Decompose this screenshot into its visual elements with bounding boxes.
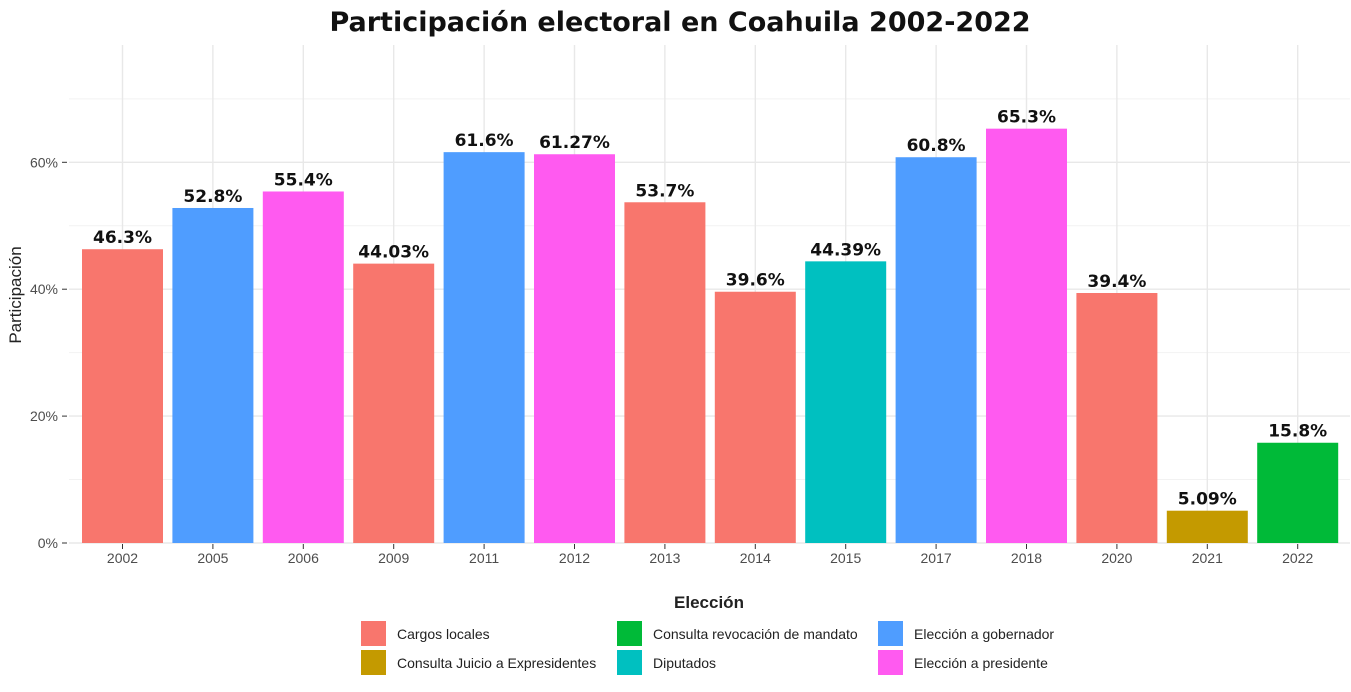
data-label-2020: 39.4% (1087, 272, 1146, 292)
x-tick-label: 2005 (197, 550, 228, 566)
bar-2005 (172, 207, 254, 543)
data-label-2015: 44.39% (810, 240, 881, 260)
y-tick-label: 0% (38, 535, 58, 551)
y-axis-label: Participación (6, 246, 25, 343)
data-label-2021: 5.09% (1178, 490, 1237, 510)
data-label-2011: 61.6% (455, 131, 514, 151)
grid (69, 45, 1350, 544)
legend-label: Elección a presidente (914, 655, 1048, 671)
legend-swatch (617, 621, 642, 646)
chart-title: Participación electoral en Coahuila 2002… (329, 7, 1030, 38)
legend-label: Consulta Juicio a Expresidentes (397, 655, 596, 671)
x-tick-label: 2017 (921, 550, 952, 566)
x-tick-label: 2021 (1192, 550, 1223, 566)
x-tick-label: 2018 (1011, 550, 1042, 566)
legend-item: Diputados (617, 650, 716, 675)
y-tick-label: 40% (30, 281, 58, 297)
legend-swatch (878, 650, 903, 675)
legend-swatch (361, 621, 386, 646)
legend-item: Consulta revocación de mandato (617, 621, 858, 646)
data-label-2009: 44.03% (358, 243, 429, 263)
bars (82, 128, 1339, 543)
data-labels: 46.3% 52.8% 55.4% 44.03% 61.6% 61.27% 53.7% 39.… (93, 108, 1327, 510)
legend-swatch (361, 650, 386, 675)
data-label-2014: 39.6% (726, 271, 785, 291)
legend-item: Elección a presidente (878, 650, 1048, 675)
legend-label: Diputados (653, 655, 716, 671)
bar-2011 (443, 152, 525, 543)
x-tick-label: 2014 (740, 550, 771, 566)
legend-item: Consulta Juicio a Expresidentes (361, 650, 596, 675)
data-label-2017: 60.8% (907, 136, 966, 156)
legend-swatch (878, 621, 903, 646)
data-label-2005: 52.8% (183, 187, 242, 207)
data-label-2022: 15.8% (1268, 422, 1327, 442)
bar-2013 (624, 202, 706, 543)
data-label-2013: 53.7% (635, 181, 694, 201)
x-tick-label: 2009 (378, 550, 409, 566)
y-tick-label: 60% (30, 154, 58, 170)
x-tick-label: 2006 (288, 550, 319, 566)
x-tick-label: 2020 (1101, 550, 1132, 566)
bar-2006 (262, 191, 344, 543)
bar-2009 (353, 263, 435, 543)
bar-2017 (895, 157, 977, 543)
x-tick-label: 2022 (1282, 550, 1313, 566)
legend: Cargos locales Consulta Juicio a Expresid… (361, 621, 1054, 675)
bar-2022 (1257, 442, 1339, 543)
bar-2014 (714, 291, 796, 543)
bar-2015 (805, 261, 887, 543)
y-tick-label: 20% (30, 408, 58, 424)
x-tick-label: 2011 (469, 550, 499, 566)
x-tick-labels: 2002 2005 2006 2009 2011 2012 2013 2014 2015 2017… (107, 544, 1313, 566)
bar-2002 (82, 249, 163, 543)
x-tick-label: 2015 (830, 550, 861, 566)
legend-label: Consulta revocación de mandato (653, 626, 858, 642)
bar-2012 (534, 154, 615, 543)
legend-item: Cargos locales (361, 621, 490, 646)
data-label-2006: 55.4% (274, 170, 333, 190)
bar-2018 (986, 128, 1067, 543)
x-tick-label: 2013 (649, 550, 680, 566)
bar-2020 (1076, 293, 1158, 543)
bar-2021 (1166, 510, 1248, 543)
data-label-2012: 61.27% (539, 133, 610, 153)
data-label-2018: 65.3% (997, 108, 1056, 128)
legend-label: Elección a gobernador (914, 626, 1054, 642)
x-tick-label: 2002 (107, 550, 138, 566)
legend-title: Elección (674, 593, 744, 612)
legend-swatch (617, 650, 642, 675)
legend-label: Cargos locales (397, 626, 490, 642)
y-tick-labels: 0% 20% 40% 60% (30, 154, 67, 551)
x-tick-label: 2012 (559, 550, 590, 566)
legend-item: Elección a gobernador (878, 621, 1054, 646)
data-label-2002: 46.3% (93, 228, 152, 248)
